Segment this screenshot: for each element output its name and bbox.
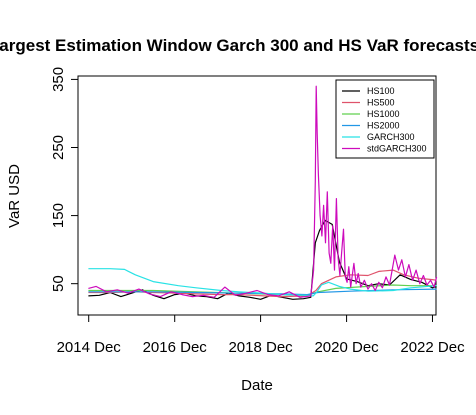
y-axis-label: VaR USD	[6, 164, 23, 228]
series-line-stdgarch300	[88, 85, 438, 298]
y-axis: 50 150 250 350	[50, 67, 79, 292]
legend-label: stdGARCH300	[367, 144, 427, 154]
y-tick-label: 150	[50, 203, 67, 228]
legend-label: HS500	[367, 98, 395, 108]
y-tick-label: 350	[50, 67, 67, 92]
legend-box	[335, 79, 435, 159]
x-tick-label: 2022 Dec	[400, 339, 465, 356]
x-tick-label: 2018 Dec	[228, 339, 293, 356]
legend-label: GARCH300	[367, 132, 415, 142]
x-tick-label: 2016 Dec	[143, 339, 208, 356]
series-layer	[88, 85, 438, 300]
x-tick-label: 2014 Dec	[57, 339, 122, 356]
x-tick-label: 2020 Dec	[314, 339, 379, 356]
y-tick-label: 50	[50, 275, 67, 292]
legend-label: HS2000	[367, 121, 400, 131]
legend-label: HS100	[367, 86, 395, 96]
legend-label: HS1000	[367, 109, 400, 119]
series-line-hs100	[88, 219, 437, 300]
x-axis: 2014 Dec 2016 Dec 2018 Dec 2020 Dec 2022 Dec	[57, 314, 465, 356]
chart-title: Largest Estimation Window Garch 300 and …	[0, 36, 476, 55]
x-axis-label: Date	[241, 377, 273, 394]
y-tick-label: 250	[50, 135, 67, 160]
